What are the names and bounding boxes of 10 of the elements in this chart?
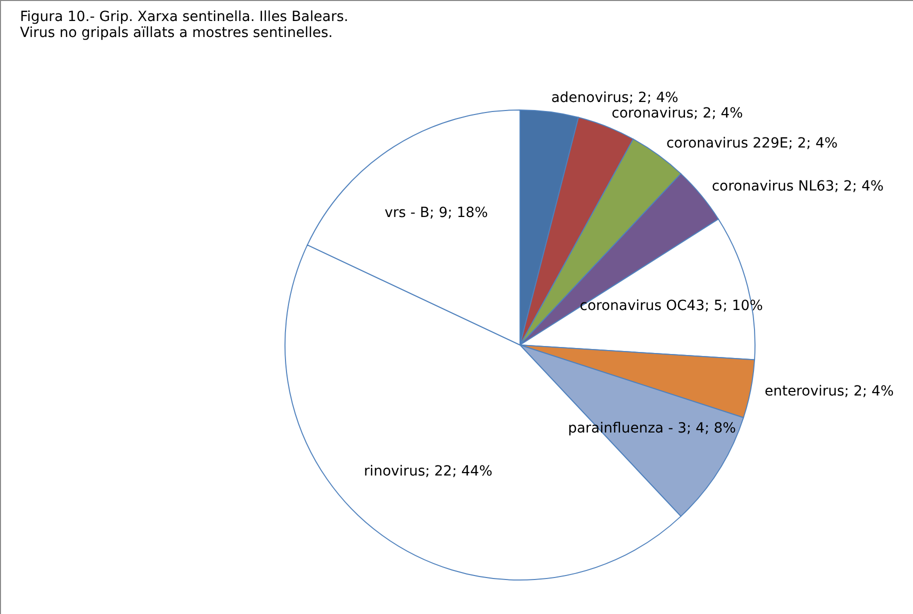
text: Virus no gripals aïllats a mostres sentinelles. xyxy=(20,25,333,41)
slice-label: enterovirus; 2; 4% xyxy=(764,384,894,400)
text: Figura 10.- Grip. Xarxa sentinella. Illes Balears. xyxy=(20,9,348,25)
slice-label: rinovirus; 22; 44% xyxy=(364,463,492,480)
slice-label: coronavirus 229E; 2; 4% xyxy=(666,136,838,152)
slice-label: parainfluenza - 3; 4; 8% xyxy=(568,420,736,437)
slice-label: adenovirus; 2; 4% xyxy=(551,90,678,106)
slice-label: coronavirus; 2; 4% xyxy=(612,105,743,122)
slice-label: vrs - B; 9; 18% xyxy=(384,205,488,222)
slice-label: coronavirus NL63; 2; 4% xyxy=(712,178,884,194)
